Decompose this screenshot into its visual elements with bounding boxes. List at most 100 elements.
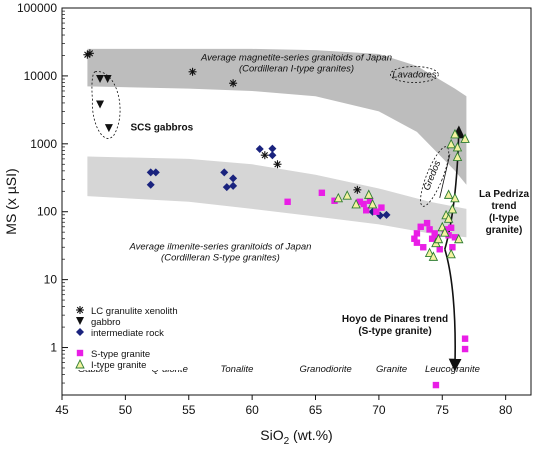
data-point-i-type-granite	[424, 247, 435, 258]
y-tick-label: 100	[37, 205, 57, 219]
data-point-s-type-granite	[461, 335, 469, 342]
data-point-i-type-granite	[333, 192, 344, 203]
data-point-i-type-granite	[351, 198, 361, 209]
legend-box	[71, 300, 183, 370]
data-point-s-type-granite	[428, 235, 436, 242]
reference-bands	[87, 48, 467, 238]
la-pedriza-label: trend	[492, 201, 517, 212]
lavadores-outline	[389, 66, 439, 83]
data-point-intermediate-rock	[146, 180, 155, 189]
data-point-i-type-granite	[452, 141, 463, 152]
data-point-s-type-granite	[451, 234, 459, 241]
hoyo-de-pinares-label: (S-type granite)	[358, 326, 431, 337]
data-point-i-type-granite	[450, 128, 460, 139]
band-ilmenite	[87, 156, 467, 238]
plot-frame	[61, 7, 532, 396]
la-pedriza-label: (I-type	[489, 213, 519, 224]
data-point-intermediate-rock	[222, 183, 231, 192]
legend-marker-i-type-granite	[75, 358, 85, 369]
data-point-i-type-granite	[454, 233, 464, 244]
data-point-intermediate-rock	[220, 168, 229, 177]
legend-marker-s-type-granite	[76, 349, 84, 357]
legend-marker-gabbro	[76, 317, 84, 325]
series-lc-granulite-xenolith	[83, 49, 362, 194]
legend-marker-lc-granulite-xenolith	[76, 306, 84, 314]
data-point-i-type-granite	[452, 151, 463, 161]
asterisk-stroke	[274, 161, 281, 168]
rock-type-label: Granodiorite	[300, 364, 352, 375]
data-point-gabbro	[104, 124, 113, 133]
band-label-ilmenite: Average ilmenite-series granitoids of Ja…	[128, 241, 311, 252]
data-point-s-type-granite	[366, 197, 374, 204]
data-point-s-type-granite	[373, 208, 380, 215]
data-point-s-type-granite	[449, 244, 456, 251]
data-point-i-type-granite	[460, 133, 470, 143]
asterisk-stroke	[86, 50, 94, 57]
series-intermediate-rock	[146, 144, 391, 220]
data-point-gabbro	[96, 75, 105, 84]
la-pedriza-label: granite)	[486, 225, 523, 236]
data-point-s-type-granite	[378, 204, 385, 211]
gredos-outline	[420, 146, 450, 207]
data-point-s-type-granite	[413, 239, 421, 246]
asterisk-stroke	[76, 306, 84, 314]
data-point-intermediate-rock	[151, 168, 160, 177]
x-tick-label: 70	[372, 403, 386, 417]
data-point-gabbro	[96, 100, 105, 109]
data-point-intermediate-rock	[229, 181, 238, 190]
rock-type-label: Leucogranite	[425, 364, 480, 375]
la-pedriza-label: La Pedriza	[479, 189, 529, 200]
rock-type-label: Tonalite	[220, 364, 253, 375]
axis-ticks: 45 50 55 60 65 70 75 80 1 10 100 1000 10000 100000	[17, 1, 513, 417]
y-tick-label: 1000	[30, 137, 57, 151]
legend-label-intermediate-rock: intermediate rock	[91, 328, 164, 339]
x-tick-label: 55	[182, 403, 196, 417]
x-tick-label: 60	[245, 403, 259, 417]
rock-type-label: Granite	[376, 364, 407, 375]
y-tick-label: 1	[50, 341, 57, 355]
data-point-intermediate-rock	[229, 174, 238, 183]
legend-label-gabbro: gabbro	[91, 317, 121, 328]
data-point-lc-granulite-xenolith	[229, 79, 238, 88]
legend: LC granulite xenolithgabbrointermediate …	[71, 300, 183, 371]
data-point-s-type-granite	[284, 198, 291, 205]
data-point-i-type-granite	[446, 248, 456, 259]
data-point-lc-granulite-xenolith	[353, 185, 362, 194]
data-point-lc-granulite-xenolith	[188, 67, 197, 76]
data-point-intermediate-rock	[382, 210, 391, 219]
data-point-lc-granulite-xenolith	[260, 151, 269, 160]
data-point-i-type-granite	[450, 192, 460, 203]
series-s-type-granite	[284, 189, 469, 389]
data-point-i-type-granite	[443, 189, 454, 199]
band-magnetite	[87, 48, 467, 185]
y-axis-title: MS (x µSI)	[3, 168, 19, 234]
data-point-intermediate-rock	[146, 168, 155, 177]
y-tick-label: 100000	[17, 1, 57, 15]
legend-label-s-type-granite: S-type granite	[91, 349, 150, 360]
legend-label-i-type-granite: I-type granite	[91, 360, 146, 371]
data-point-s-type-granite	[423, 219, 431, 227]
x-tick-label: 80	[499, 403, 513, 417]
asterisk-stroke	[229, 80, 237, 87]
data-point-s-type-granite	[360, 200, 367, 208]
x-tick-label: 45	[55, 403, 69, 417]
x-tick-label: 65	[309, 403, 323, 417]
data-point-s-type-granite	[461, 345, 469, 353]
asterisk-stroke	[189, 68, 196, 76]
band-label-magnetite-sub: (Cordilleran I-type granites)	[239, 63, 354, 74]
data-point-s-type-granite	[436, 246, 443, 253]
data-point-i-type-granite	[364, 189, 374, 199]
data-point-i-type-granite	[428, 251, 439, 261]
data-point-s-type-granite	[413, 230, 421, 237]
band-label-magnetite: Average magnetite-series granitoids of J…	[200, 52, 392, 63]
asterisk-stroke	[261, 151, 269, 159]
data-point-i-type-granite	[342, 190, 352, 200]
data-point-s-type-granite	[363, 207, 370, 214]
x-tick-label: 75	[436, 403, 450, 417]
data-point-i-type-granite	[440, 227, 450, 237]
legend-marker-intermediate-rock	[76, 328, 84, 336]
data-point-s-type-granite	[426, 226, 433, 233]
series-gabbro	[96, 75, 113, 133]
data-point-i-type-granite	[367, 198, 378, 209]
